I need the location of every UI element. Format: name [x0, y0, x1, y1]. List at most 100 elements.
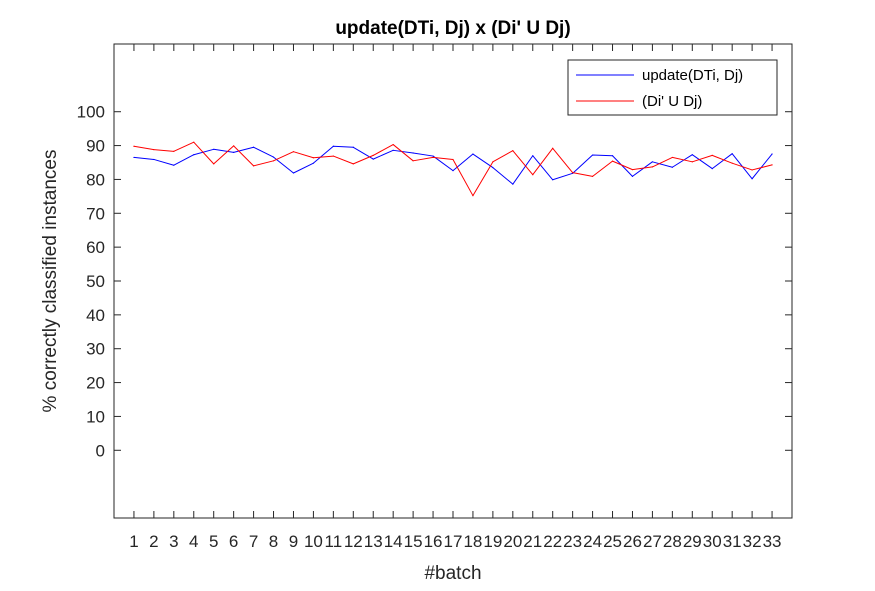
data-point-series-2 [312, 157, 315, 159]
data-point-series-1 [611, 155, 614, 157]
data-point-series-2 [252, 165, 255, 167]
chart-title: update(DTi, Dj) x (Di' U Dj) [335, 18, 570, 39]
x-tick-label: 13 [364, 532, 383, 551]
data-point-series-1 [771, 153, 773, 155]
x-tick-label: 25 [603, 532, 622, 551]
data-point-series-1 [631, 175, 634, 177]
x-tick-label: 5 [209, 532, 218, 551]
x-tick-label: 27 [643, 532, 662, 551]
legend-box [567, 59, 778, 116]
x-tick-label: 31 [723, 532, 742, 551]
y-tick-label: 80 [86, 170, 105, 189]
y-tick-label: 10 [86, 407, 105, 426]
data-point-series-1 [332, 145, 334, 147]
data-point-series-2 [272, 160, 275, 162]
x-tick-label: 23 [563, 532, 582, 551]
data-point-series-2 [472, 195, 474, 197]
data-point-series-1 [651, 161, 654, 163]
data-point-series-1 [133, 156, 135, 159]
data-point-series-1 [751, 178, 753, 180]
x-tick-label: 2 [149, 532, 158, 551]
data-point-series-1 [193, 154, 195, 156]
x-tick-label: 17 [444, 532, 463, 551]
x-tick-label: 26 [623, 532, 642, 551]
data-point-series-1 [691, 154, 693, 156]
y-tick-label: 40 [86, 306, 105, 325]
x-tick-label: 12 [344, 532, 363, 551]
data-point-series-2 [153, 149, 155, 151]
data-point-series-2 [591, 175, 594, 177]
data-point-series-2 [193, 141, 195, 143]
data-point-series-1 [352, 146, 354, 148]
data-point-series-1 [312, 162, 315, 164]
x-tick-label: 15 [404, 532, 423, 551]
y-tick-label: 30 [86, 340, 105, 359]
x-tick-label: 22 [543, 532, 562, 551]
data-point-series-2 [631, 169, 634, 171]
data-point-series-1 [412, 152, 414, 154]
series-lines [133, 141, 773, 197]
data-point-series-2 [213, 163, 215, 165]
x-tick-label: 6 [229, 532, 238, 551]
plot-area [113, 43, 793, 519]
data-point-series-1 [492, 166, 494, 169]
x-tick-label: 16 [424, 532, 443, 551]
x-tick-label: 7 [249, 532, 258, 551]
data-point-series-2 [292, 151, 295, 153]
data-point-series-1 [153, 158, 155, 161]
data-point-series-2 [671, 156, 673, 159]
y-tick-label: 0 [96, 441, 105, 460]
y-axis-label: % correctly classified instances [40, 150, 61, 413]
x-axis-label: #batch [424, 563, 481, 584]
data-point-series-1 [392, 149, 394, 151]
data-point-series-2 [412, 160, 414, 162]
data-point-series-2 [532, 174, 534, 176]
x-tick-label: 10 [304, 532, 323, 551]
data-point-series-1 [512, 183, 514, 185]
data-point-series-1 [233, 151, 235, 153]
x-tick-label: 29 [683, 532, 702, 551]
data-point-series-2 [771, 164, 773, 166]
x-tick-label: 24 [583, 532, 602, 551]
legend-label-series-1: update(DTi, Dj) [642, 67, 743, 84]
data-point-series-2 [691, 161, 693, 163]
x-tick-label: 32 [743, 532, 762, 551]
data-point-series-2 [572, 172, 574, 174]
data-point-series-2 [392, 143, 394, 146]
data-point-series-1 [532, 155, 534, 157]
y-tick-label: 90 [86, 137, 105, 156]
x-tick-label: 28 [663, 532, 682, 551]
x-tick-label: 33 [763, 532, 782, 551]
x-tick-label: 11 [325, 532, 343, 551]
data-point-series-2 [452, 158, 454, 161]
data-point-series-1 [252, 146, 255, 148]
data-point-series-1 [552, 179, 554, 181]
x-tick-label: 21 [523, 532, 542, 551]
x-tick-label: 19 [483, 532, 502, 551]
data-point-series-1 [472, 153, 474, 155]
data-point-series-1 [173, 164, 175, 166]
data-point-series-1 [591, 154, 594, 156]
y-tick-label: 60 [86, 238, 105, 257]
data-point-series-2 [492, 161, 494, 163]
data-point-series-2 [611, 160, 614, 162]
data-point-series-2 [133, 145, 135, 147]
data-point-series-1 [711, 167, 713, 170]
data-point-series-1 [272, 156, 275, 158]
data-point-series-1 [213, 148, 215, 150]
legend-label-series-2: (Di' U Dj) [642, 93, 702, 110]
y-axis-ticks: 0 10 20 30 40 50 60 70 80 90 100 [77, 103, 792, 460]
data-point-series-2 [432, 156, 434, 159]
x-tick-label: 8 [269, 532, 278, 551]
data-point-series-2 [731, 162, 733, 164]
x-tick-label: 1 [129, 532, 138, 551]
data-point-series-1 [671, 166, 673, 168]
data-point-series-2 [332, 155, 334, 157]
y-tick-label: 20 [86, 374, 105, 393]
y-tick-label: 70 [86, 204, 105, 223]
data-point-series-2 [751, 169, 753, 171]
legend: update(DTi, Dj) (Di' U Dj) [567, 59, 778, 116]
data-point-series-1 [292, 172, 295, 174]
